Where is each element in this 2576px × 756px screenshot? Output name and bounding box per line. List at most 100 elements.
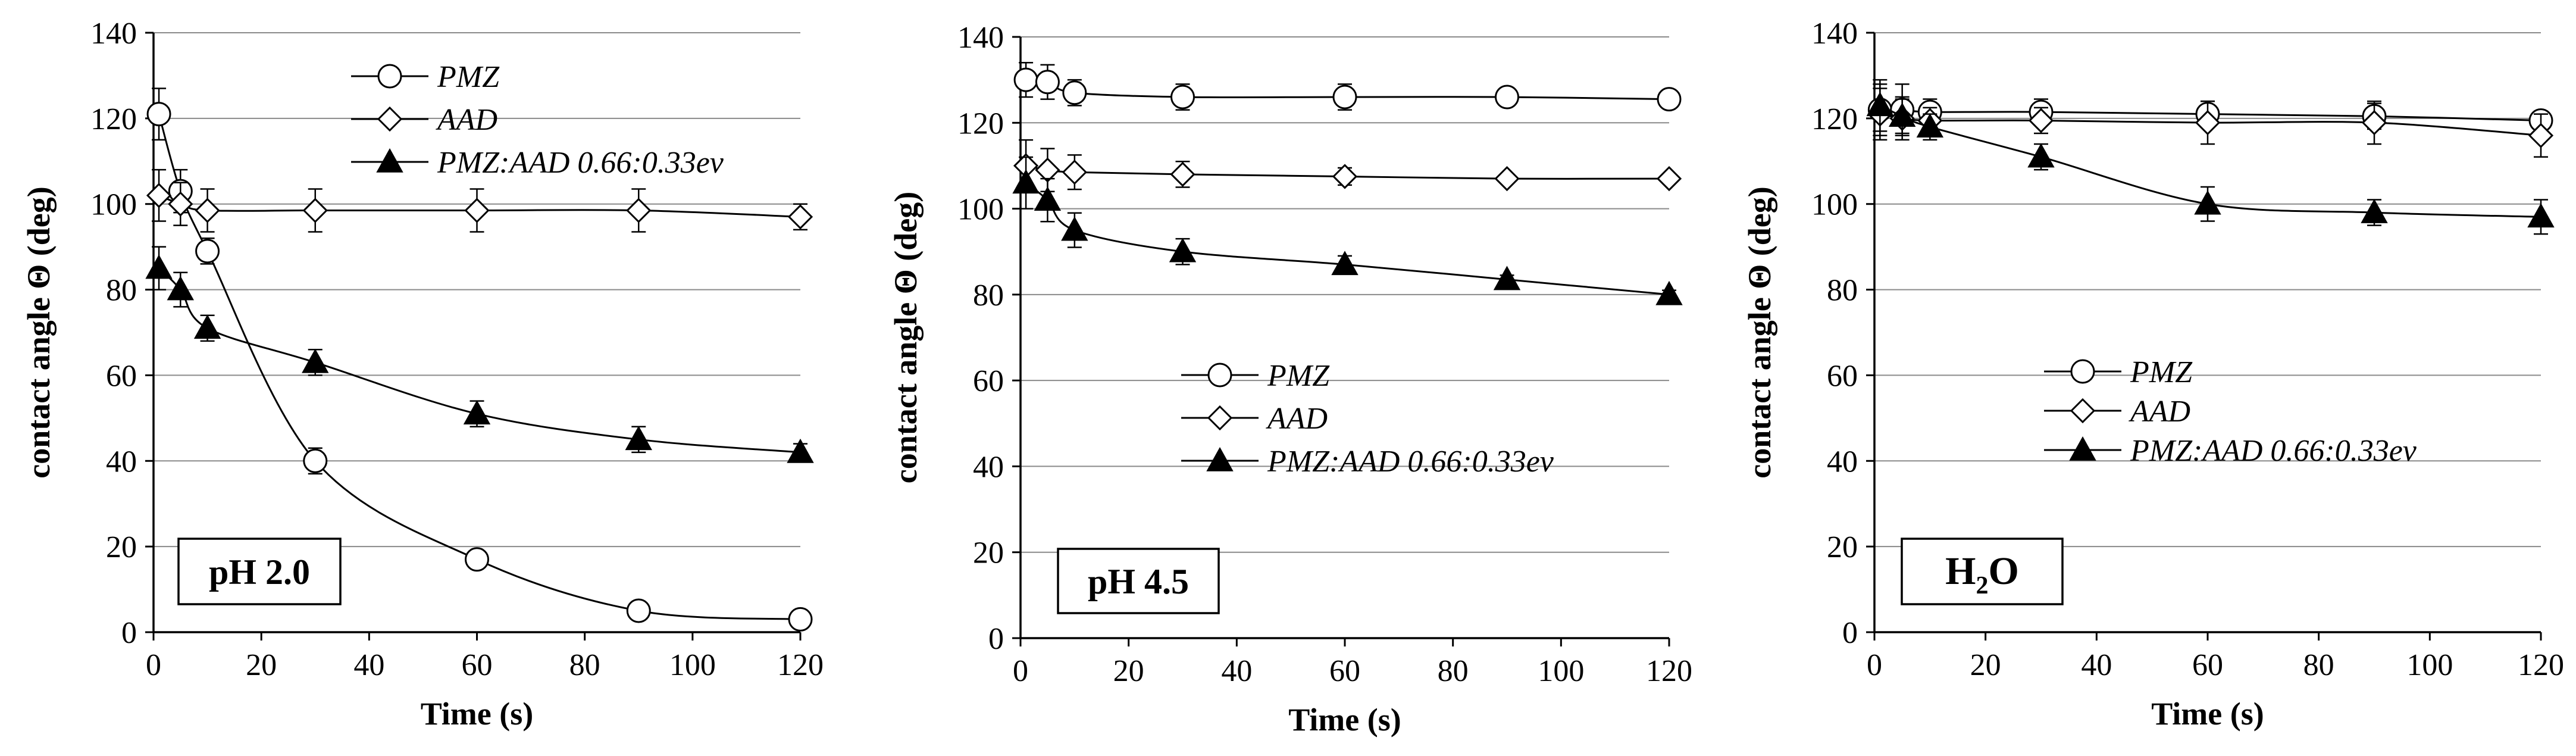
x-tick-label: 60 [1329, 654, 1360, 688]
condition-label: pH 2.0 [209, 552, 310, 592]
condition-label-box: H2O [1901, 538, 2064, 605]
y-tick-label: 20 [973, 536, 1004, 570]
data-point-triangle [1061, 216, 1088, 241]
x-tick-label: 120 [1646, 654, 1692, 688]
series-diamond [1013, 139, 1682, 192]
x-tick-label: 40 [353, 648, 384, 682]
legend-marker-diamond [377, 106, 403, 132]
condition-box [1901, 538, 2064, 605]
legend-marker-diamond [1207, 405, 1233, 431]
x-tick-label: 100 [1538, 654, 1584, 688]
x-tick-label: 80 [569, 648, 600, 682]
data-point-diamond [626, 198, 652, 223]
data-point-diamond [2361, 110, 2387, 136]
data-point-circle [1062, 80, 1087, 105]
y-axis-label: contact angle Θ (deg) [888, 192, 924, 483]
data-point-triangle [1655, 280, 1683, 305]
y-tick-label: 100 [90, 188, 137, 222]
y-tick-label: 140 [90, 17, 137, 51]
data-point-triangle [167, 276, 194, 301]
y-tick-label: 60 [973, 364, 1004, 398]
y-tick-label: 20 [106, 530, 137, 564]
x-tick-label: 100 [2406, 648, 2453, 682]
data-point-diamond [1170, 161, 1195, 187]
series-line [1025, 182, 1670, 296]
data-point-diamond [2195, 110, 2221, 136]
legend-marker-triangle [376, 148, 403, 173]
data-point-circle [465, 547, 489, 572]
data-point-circle [1332, 85, 1357, 110]
data-point-triangle [145, 254, 173, 279]
data-point-diamond [195, 198, 220, 223]
legend-label: AAD [1266, 402, 1328, 436]
y-tick-label: 60 [1827, 359, 1858, 393]
legend-label: AAD [436, 103, 497, 137]
x-tick-label: 40 [2081, 648, 2112, 682]
legend-marker-circle [1207, 363, 1232, 388]
data-point-triangle [1888, 102, 1916, 127]
legend-label: PMZ:AAD 0.66:0.33ev [437, 146, 724, 180]
data-point-circle [1495, 85, 1519, 110]
legend: PMZ AAD PMZ:AAD 0.66:0.33ev [2044, 355, 2417, 468]
y-tick-label: 140 [1811, 17, 1858, 51]
data-point-circle [1170, 85, 1195, 110]
data-point-circle [788, 607, 813, 632]
y-tick-label: 120 [957, 107, 1004, 140]
data-point-diamond [2528, 123, 2554, 148]
x-tick-label: 0 [1867, 648, 1882, 682]
y-tick-label: 0 [121, 616, 137, 650]
y-tick-label: 0 [988, 622, 1004, 656]
x-tick-label: 120 [777, 648, 824, 682]
x-axis-label: Time (s) [421, 696, 533, 732]
data-point-triangle [2027, 143, 2055, 168]
legend-label: PMZ [1267, 359, 1330, 393]
series-line [158, 194, 801, 218]
data-point-circle [1013, 67, 1038, 92]
legend-marker-circle [2070, 359, 2095, 384]
data-point-circle [303, 448, 328, 473]
data-point-triangle [1034, 186, 1062, 211]
legend-marker-diamond [2070, 398, 2096, 424]
x-axis-label: Time (s) [2151, 696, 2264, 732]
legend: PMZ AAD PMZ:AAD 0.66:0.33ev [351, 60, 724, 180]
data-point-diamond [787, 204, 813, 230]
x-tick-label: 40 [1221, 654, 1252, 688]
data-point-circle [146, 102, 171, 127]
condition-label: pH 4.5 [1088, 562, 1189, 601]
data-point-triangle [625, 426, 652, 451]
data-point-triangle [1866, 92, 1894, 117]
data-point-circle [195, 239, 220, 264]
y-tick-label: 120 [90, 102, 137, 136]
series-circle [1013, 62, 1682, 112]
data-point-triangle [2361, 199, 2388, 223]
x-tick-label: 80 [1438, 654, 1469, 688]
y-axis-label: contact angle Θ (deg) [21, 186, 57, 478]
y-tick-label: 140 [957, 21, 1004, 55]
y-tick-label: 40 [106, 445, 137, 479]
legend-label: AAD [2129, 395, 2190, 429]
x-tick-label: 60 [2192, 648, 2223, 682]
y-tick-label: 80 [106, 274, 137, 308]
legend-label: PMZ:AAD 0.66:0.33ev [2130, 434, 2417, 468]
y-tick-label: 20 [1827, 530, 1858, 564]
chart-panel-1: 0 20 40 60 80 100 120 140 0 20 40 60 80 100 120 Time (s… [21, 17, 824, 732]
condition-box [177, 538, 342, 605]
data-point-triangle [1331, 251, 1359, 276]
data-point-triangle [787, 438, 814, 463]
x-tick-label: 0 [146, 648, 161, 682]
data-point-diamond [146, 183, 172, 208]
data-point-circle [1035, 70, 1060, 95]
legend-marker-circle [377, 64, 402, 89]
series-triangle [1866, 79, 2555, 235]
x-tick-label: 120 [2518, 648, 2564, 682]
data-point-diamond [1494, 165, 1520, 192]
x-tick-label: 60 [462, 648, 493, 682]
data-point-triangle [2194, 190, 2221, 215]
y-tick-label: 80 [1827, 274, 1858, 308]
data-point-triangle [193, 314, 221, 339]
y-tick-label: 60 [106, 359, 137, 393]
data-point-circle [1657, 87, 1682, 112]
data-point-diamond [464, 198, 490, 223]
data-point-diamond [1332, 164, 1358, 189]
